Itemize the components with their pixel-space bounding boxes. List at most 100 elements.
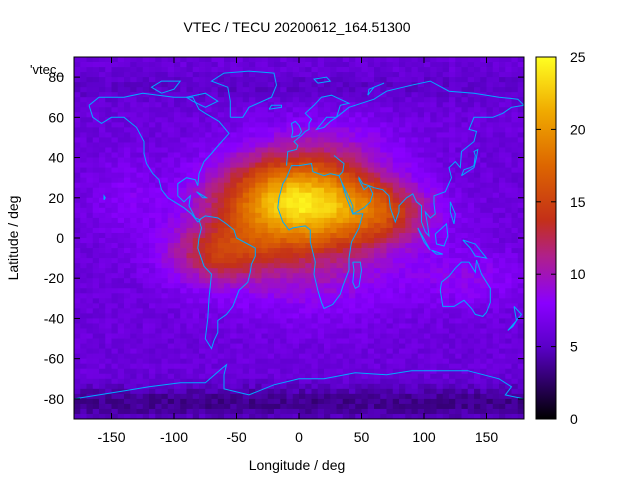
- heatmap-cell: [442, 293, 450, 299]
- heatmap-cell: [311, 373, 319, 380]
- heatmap-cell: [517, 393, 525, 400]
- heatmap-cell: [192, 77, 200, 83]
- heatmap-cell: [180, 57, 187, 63]
- heatmap-cell: [430, 238, 437, 244]
- heatmap-cell: [149, 308, 156, 314]
- heatmap-cell: [424, 142, 431, 148]
- heatmap-cell: [292, 338, 300, 344]
- heatmap-cell: [105, 232, 112, 239]
- heatmap-cell: [361, 388, 369, 395]
- heatmap-cell: [211, 217, 219, 224]
- heatmap-cell: [455, 268, 462, 274]
- heatmap-cell: [161, 373, 169, 380]
- heatmap-cell: [217, 373, 225, 380]
- heatmap-cell: [399, 202, 406, 209]
- heatmap-cell: [167, 122, 175, 128]
- heatmap-cell: [142, 343, 150, 350]
- heatmap-cell: [342, 313, 350, 319]
- heatmap-cell: [455, 202, 462, 209]
- heatmap-cell: [449, 87, 456, 93]
- heatmap-cell: [130, 273, 137, 279]
- heatmap-cell: [74, 147, 81, 153]
- heatmap-cell: [130, 243, 137, 249]
- heatmap-cell: [455, 253, 462, 259]
- heatmap-cell: [455, 333, 462, 339]
- heatmap-cell: [505, 243, 512, 249]
- heatmap-cell: [349, 117, 356, 123]
- heatmap-cell: [186, 348, 194, 355]
- heatmap-cell: [411, 97, 419, 103]
- heatmap-cell: [517, 343, 525, 350]
- heatmap-cell: [111, 62, 119, 68]
- heatmap-cell: [330, 207, 337, 214]
- heatmap-cell: [336, 192, 344, 199]
- heatmap-cell: [405, 102, 412, 108]
- heatmap-cell: [417, 393, 425, 400]
- heatmap-cell: [505, 112, 512, 118]
- heatmap-cell: [249, 283, 256, 289]
- heatmap-cell: [480, 353, 487, 360]
- heatmap-cell: [449, 333, 456, 339]
- heatmap-cell: [292, 192, 300, 199]
- heatmap-cell: [405, 82, 412, 88]
- heatmap-cell: [249, 403, 256, 410]
- heatmap-cell: [361, 227, 369, 234]
- heatmap-cell: [467, 238, 475, 244]
- heatmap-cell: [386, 142, 394, 148]
- heatmap-cell: [86, 383, 94, 390]
- heatmap-cell: [242, 368, 250, 375]
- heatmap-cell: [342, 167, 350, 174]
- heatmap-cell: [86, 363, 94, 370]
- heatmap-cell: [105, 87, 112, 93]
- heatmap-cell: [474, 227, 481, 234]
- heatmap-cell: [330, 97, 337, 103]
- heatmap-cell: [461, 112, 469, 118]
- heatmap-cell: [455, 358, 462, 365]
- heatmap-cell: [355, 358, 362, 365]
- heatmap-cell: [374, 227, 381, 234]
- heatmap-cell: [242, 283, 250, 289]
- heatmap-cell: [405, 388, 412, 395]
- heatmap-cell: [249, 77, 256, 83]
- heatmap-cell: [224, 253, 231, 259]
- heatmap-cell: [461, 388, 469, 395]
- heatmap-cell: [124, 67, 131, 73]
- heatmap-cell: [174, 222, 181, 229]
- heatmap-cell: [74, 403, 81, 410]
- heatmap-cell: [142, 323, 150, 329]
- heatmap-cell: [492, 308, 500, 314]
- heatmap-cell: [436, 328, 444, 334]
- heatmap-cell: [355, 202, 362, 209]
- heatmap-cell: [349, 102, 356, 108]
- heatmap-cell: [424, 268, 431, 274]
- heatmap-cell: [374, 258, 381, 264]
- heatmap-cell: [411, 207, 419, 214]
- heatmap-cell: [392, 92, 400, 98]
- heatmap-cell: [511, 388, 519, 395]
- heatmap-cell: [199, 383, 206, 390]
- heatmap-cell: [105, 202, 112, 209]
- heatmap-cell: [242, 217, 250, 224]
- heatmap-cell: [374, 202, 381, 209]
- heatmap-cell: [255, 288, 262, 294]
- heatmap-cell: [86, 137, 94, 143]
- heatmap-cell: [74, 132, 81, 138]
- heatmap-cell: [311, 323, 319, 329]
- heatmap-cell: [249, 127, 256, 133]
- heatmap-cell: [349, 232, 356, 239]
- heatmap-cell: [149, 363, 156, 370]
- heatmap-cell: [367, 57, 375, 63]
- heatmap-cell: [424, 303, 431, 309]
- heatmap-cell: [511, 57, 519, 63]
- heatmap-cell: [80, 323, 87, 329]
- heatmap-cell: [305, 298, 312, 304]
- heatmap-cell: [336, 268, 344, 274]
- heatmap-cell: [317, 117, 325, 123]
- heatmap-cell: [236, 107, 244, 113]
- heatmap-cell: [467, 232, 475, 239]
- heatmap-cell: [474, 253, 481, 259]
- heatmap-cell: [180, 253, 187, 259]
- heatmap-cell: [167, 258, 175, 264]
- heatmap-cell: [161, 263, 169, 269]
- heatmap-cell: [99, 338, 106, 344]
